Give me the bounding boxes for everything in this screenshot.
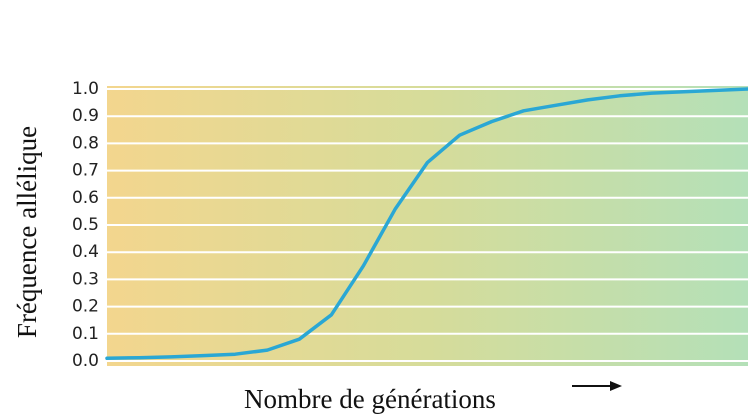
y-tick-label: 0.9 xyxy=(72,106,99,126)
arrow-head xyxy=(610,381,622,391)
y-tick-label: 0.8 xyxy=(72,133,99,153)
y-tick-label: 1.0 xyxy=(72,79,99,99)
y-tick-label: 0.4 xyxy=(72,242,99,262)
y-tick-label: 0.3 xyxy=(72,269,99,289)
y-axis-label: Fréquence allélique xyxy=(12,126,42,338)
y-tick-label: 0.7 xyxy=(72,161,99,181)
y-tick-label: 0.1 xyxy=(72,324,99,344)
x-axis-label: Nombre de générations xyxy=(244,384,496,414)
line xyxy=(105,87,748,361)
y-tick-label: 0.6 xyxy=(72,188,99,208)
y-tick-label: 0.2 xyxy=(72,297,99,317)
y-tick-label: 0.5 xyxy=(72,215,99,235)
y-tick-label: 0.0 xyxy=(72,351,99,371)
